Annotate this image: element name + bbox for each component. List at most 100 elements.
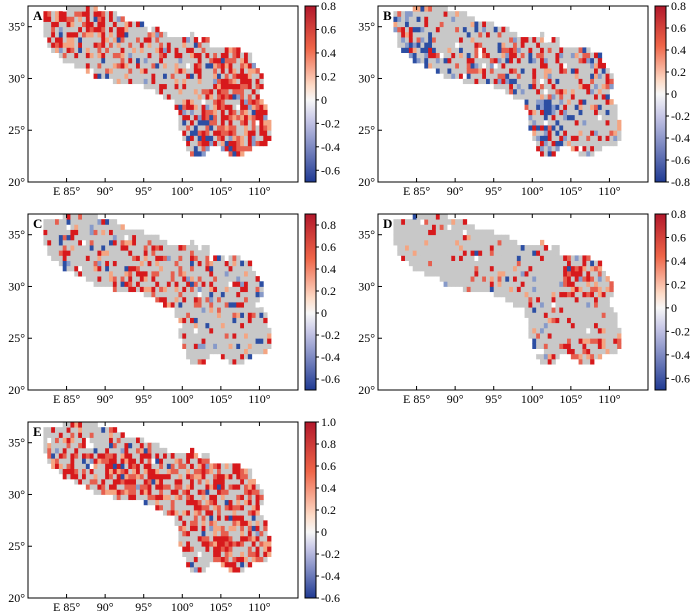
grid-cell: [220, 255, 226, 261]
x-tick-label: 95°: [485, 184, 502, 198]
grid-cell: [224, 114, 229, 121]
grid-cell: [78, 270, 83, 277]
grid-cell: [209, 265, 214, 272]
grid-cell: [163, 302, 168, 308]
grid-cell: [536, 47, 541, 53]
grid-cell: [543, 296, 549, 303]
grid-cell: [509, 276, 514, 282]
grid-cell: [93, 437, 98, 444]
grid-cell: [435, 47, 441, 53]
grid-cell: [163, 47, 168, 53]
grid-cell: [524, 281, 529, 287]
grid-cell: [62, 21, 67, 28]
grid-cell: [186, 504, 191, 511]
grid-cell: [601, 270, 606, 277]
grid-cell: [563, 135, 568, 141]
grid-cell: [482, 265, 487, 272]
grid-cell: [132, 468, 137, 475]
grid-cell: [559, 317, 564, 324]
grid-cell: [543, 104, 549, 110]
grid-cell: [428, 260, 433, 267]
grid-cell: [51, 219, 56, 225]
grid-cell: [474, 286, 479, 293]
grid-cell: [236, 265, 241, 272]
colorbar-tick-label: 0.4: [321, 46, 336, 60]
colorbar-tick-label: 0.6: [671, 230, 686, 244]
grid-cell: [555, 312, 560, 318]
grid-cell: [551, 94, 556, 100]
grid-cell: [66, 21, 71, 28]
grid-cell: [82, 47, 87, 53]
grid-cell: [124, 31, 129, 38]
grid-cell: [155, 57, 160, 64]
grid-cell: [247, 312, 253, 318]
grid-cell: [120, 473, 125, 480]
grid-cell: [55, 219, 60, 225]
grid-cell: [524, 52, 529, 59]
grid-cell: [217, 125, 222, 131]
grid-cell: [201, 322, 206, 329]
grid-cell: [244, 530, 249, 537]
grid-cell: [197, 338, 202, 344]
grid-cell: [570, 47, 576, 53]
grid-cell: [47, 219, 52, 225]
grid-cell: [586, 286, 591, 293]
grid-cell: [201, 250, 206, 256]
grid-cell: [43, 229, 48, 236]
grid-cell: [524, 260, 529, 267]
x-tick-label: 110°: [248, 392, 271, 406]
grid-cell: [62, 265, 67, 272]
grid-cell: [182, 37, 187, 43]
grid-cell: [197, 520, 202, 526]
grid-cell: [582, 343, 587, 349]
grid-cell: [582, 47, 587, 53]
grid-cell: [559, 68, 564, 74]
grid-cell: [536, 317, 541, 324]
grid-cell: [166, 57, 172, 64]
grid-cell: [424, 26, 429, 33]
grid-cell: [594, 94, 599, 100]
grid-cell: [170, 37, 175, 43]
grid-cell: [70, 432, 75, 438]
grid-cell: [151, 489, 156, 495]
grid-cell: [236, 302, 241, 308]
grid-cell: [166, 468, 172, 475]
grid-cell: [105, 260, 110, 267]
grid-cell: [397, 219, 402, 225]
grid-cell: [193, 73, 199, 79]
grid-cell: [563, 260, 568, 267]
grid-cell: [536, 312, 541, 318]
grid-cell: [240, 125, 245, 131]
grid-cell: [182, 338, 187, 344]
grid-cell: [124, 47, 129, 53]
grid-cell: [605, 130, 610, 136]
grid-cell: [220, 94, 226, 100]
grid-cell: [93, 214, 98, 220]
grid-cell: [513, 88, 518, 95]
grid-cell: [78, 229, 83, 236]
grid-cell: [605, 99, 610, 105]
colorbar-tick-label: -0.6: [321, 372, 340, 386]
grid-cell: [182, 515, 187, 521]
grid-cell: [174, 489, 179, 495]
grid-cell: [78, 245, 83, 251]
grid-cell: [232, 473, 237, 480]
grid-cell: [66, 234, 71, 241]
grid-cell: [89, 453, 94, 459]
grid-cell: [205, 276, 210, 282]
grid-cell: [186, 250, 191, 256]
grid-cell: [236, 504, 241, 511]
grid-cell: [155, 42, 160, 48]
grid-cell: [193, 140, 199, 147]
grid-cell: [89, 68, 94, 74]
grid-cell: [85, 250, 91, 256]
grid-cell: [85, 432, 91, 438]
grid-cell: [197, 291, 202, 298]
grid-cell: [439, 52, 444, 59]
grid-cell: [263, 104, 268, 110]
grid-cell: [251, 62, 256, 69]
grid-cell: [574, 260, 579, 267]
grid-cell: [244, 468, 249, 475]
grid-cell: [124, 281, 129, 287]
grid-cell: [186, 463, 191, 469]
